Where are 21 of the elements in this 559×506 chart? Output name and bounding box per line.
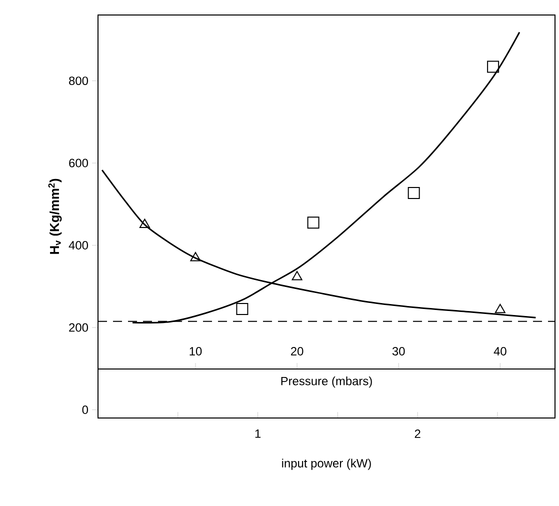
y-tick-label: 400	[68, 241, 88, 250]
y-tick-label: 600	[69, 158, 88, 168]
point	[190, 252, 201, 262]
x2-axis-title: input power (kW)	[282, 458, 371, 470]
x2-tick-label: 2	[414, 430, 420, 438]
point	[494, 304, 506, 314]
x-tick-label: 20	[290, 347, 304, 356]
y-tick-label: 200	[69, 323, 88, 332]
x-tick-label: 10	[190, 347, 202, 356]
x-tick-label: 40	[494, 347, 506, 356]
x-tick-label: 30	[392, 347, 405, 356]
x-axis-title: Pressure (mbars)	[281, 376, 372, 388]
point	[487, 60, 500, 73]
y-tick-label: 800	[69, 76, 88, 86]
x2-tick-label: 1	[255, 430, 261, 438]
point	[408, 187, 420, 200]
point	[307, 216, 320, 229]
point	[292, 270, 302, 280]
y-axis-title: H$_{v}$ (Kg/mm$^{2}$)	[48, 178, 62, 254]
y-tick-label: 0	[82, 406, 88, 414]
point	[139, 218, 150, 228]
